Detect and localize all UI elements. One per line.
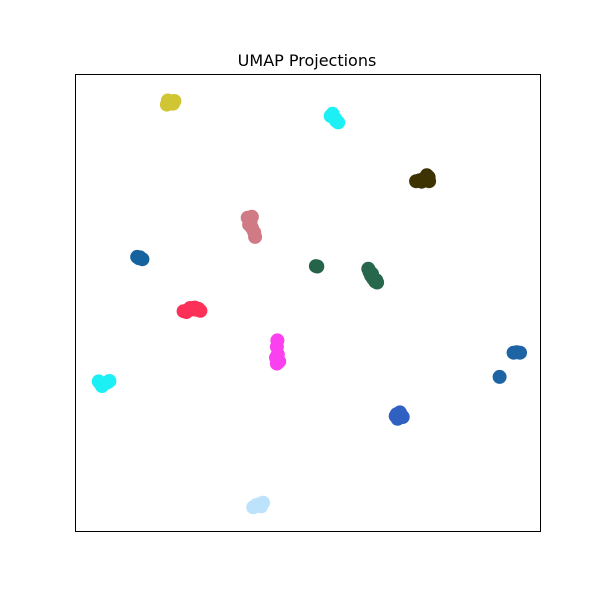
cluster-4-point-7: [242, 217, 257, 232]
cluster-8: [176, 300, 208, 320]
cluster-12: [388, 405, 410, 426]
cluster-9-point-7: [269, 356, 284, 371]
cluster-4: [240, 209, 263, 244]
cluster-10: [492, 345, 527, 384]
cluster-12-point-6: [388, 409, 403, 424]
cluster-2-point-5: [329, 114, 344, 129]
cluster-8-point-8: [179, 305, 194, 320]
cluster-11: [91, 374, 117, 393]
chart-title: UMAP Projections: [238, 51, 377, 70]
cluster-6: [308, 259, 325, 274]
cluster-10-point-4: [492, 369, 507, 384]
cluster-7-point-10: [369, 273, 384, 288]
scatter-points-layer: [91, 93, 527, 515]
cluster-1: [159, 93, 182, 112]
cluster-4-point-6: [248, 229, 263, 244]
cluster-9: [269, 333, 287, 371]
cluster-13-point-6: [254, 499, 269, 514]
cluster-5: [130, 249, 150, 267]
cluster-8-point-9: [191, 301, 206, 316]
cluster-7: [361, 261, 385, 290]
cluster-3: [409, 168, 437, 189]
cluster-10-point-3: [513, 345, 527, 360]
cluster-1-point-6: [160, 93, 175, 108]
cluster-6-point-2: [310, 259, 325, 274]
cluster-5-point-4: [132, 251, 147, 266]
cluster-3-point-8: [422, 174, 437, 189]
cluster-13: [246, 495, 270, 515]
cluster-2: [323, 106, 346, 130]
cluster-11-point-6: [100, 375, 115, 390]
plot-area-frame: [75, 74, 541, 532]
